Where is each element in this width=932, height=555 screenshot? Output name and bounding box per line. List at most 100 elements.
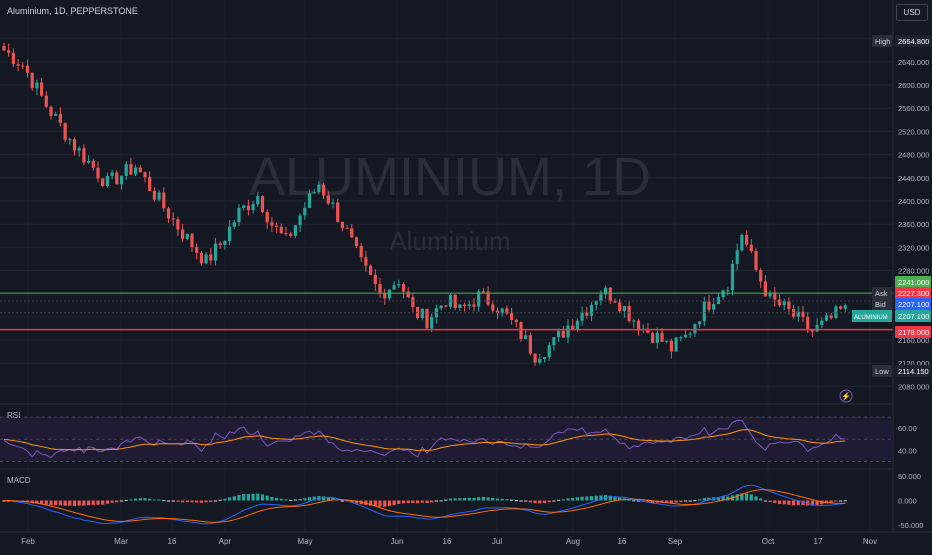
macd-histogram-bar bbox=[307, 497, 312, 501]
macd-histogram-bar bbox=[726, 496, 730, 501]
macd-histogram-bar bbox=[143, 498, 147, 501]
candle-body bbox=[660, 332, 664, 342]
price-tag-value: 2664.800 bbox=[898, 37, 929, 46]
macd-histogram-bar bbox=[105, 500, 109, 504]
macd-histogram-bar bbox=[373, 500, 377, 507]
macd-histogram-bar bbox=[745, 493, 749, 501]
candle-body bbox=[843, 305, 847, 309]
macd-histogram-bar bbox=[589, 496, 594, 501]
candle-body bbox=[773, 292, 777, 300]
candle-body bbox=[317, 184, 321, 193]
x-tick-label: 16 bbox=[443, 537, 452, 546]
candle-body bbox=[683, 334, 688, 338]
macd-histogram-bar bbox=[505, 499, 509, 501]
macd-histogram-bar bbox=[585, 496, 589, 501]
currency-selector[interactable]: USD bbox=[896, 4, 928, 21]
candle-body bbox=[30, 72, 34, 89]
macd-histogram-bar bbox=[777, 500, 782, 505]
macd-histogram-bar bbox=[303, 498, 307, 501]
candle-body bbox=[745, 234, 749, 245]
macd-histogram-bar bbox=[571, 497, 575, 501]
candle-body bbox=[260, 196, 265, 212]
candle-body bbox=[303, 207, 307, 216]
candle-body bbox=[707, 301, 711, 310]
x-tick-label: 16 bbox=[168, 537, 177, 546]
symbol-tag-bg bbox=[852, 310, 892, 322]
macd-histogram-bar bbox=[401, 500, 406, 504]
candle-body bbox=[453, 294, 457, 308]
candle-body bbox=[373, 274, 377, 285]
macd-histogram-bar bbox=[63, 500, 67, 506]
macd-histogram-bar bbox=[632, 500, 636, 502]
macd-histogram-bar bbox=[552, 500, 556, 502]
x-tick-label: Jul bbox=[492, 537, 502, 546]
macd-histogram-bar bbox=[350, 500, 354, 503]
candle-body bbox=[275, 225, 279, 227]
candle-body bbox=[331, 202, 335, 204]
candle-body bbox=[129, 164, 133, 175]
candle-body bbox=[204, 254, 208, 264]
macd-histogram-bar bbox=[406, 500, 410, 504]
macd-histogram-bar bbox=[674, 500, 678, 503]
y-tick-label: 2600.000 bbox=[898, 81, 929, 90]
macd-histogram-bar bbox=[683, 500, 688, 502]
candle-body bbox=[655, 332, 659, 343]
candle-body bbox=[730, 263, 735, 291]
x-tick-label: 16 bbox=[618, 537, 627, 546]
candle-body bbox=[326, 195, 330, 204]
candle-body bbox=[477, 291, 481, 307]
lightning-icon-glyph: ⚡ bbox=[841, 391, 851, 401]
candle-body bbox=[35, 82, 39, 89]
macd-histogram-bar bbox=[242, 494, 246, 501]
candle-body bbox=[589, 304, 594, 316]
x-tick-label: Sep bbox=[668, 537, 683, 546]
price-tag-name-bg bbox=[872, 365, 892, 377]
candle-body bbox=[651, 332, 655, 343]
macd-histogram-bar bbox=[293, 499, 297, 501]
price-tag-name-bg bbox=[872, 287, 892, 299]
macd-histogram-bar bbox=[796, 500, 800, 506]
candle-body bbox=[359, 245, 363, 258]
x-tick-label: May bbox=[297, 537, 312, 546]
candle-body bbox=[293, 225, 297, 236]
candle-body bbox=[406, 291, 410, 298]
macd-histogram-bar bbox=[467, 497, 471, 501]
candle-body bbox=[787, 301, 791, 309]
candle-body bbox=[782, 301, 786, 306]
macd-histogram-bar bbox=[566, 498, 570, 501]
macd-histogram-bar bbox=[740, 493, 744, 501]
candle-body bbox=[401, 284, 406, 292]
candle-body bbox=[124, 164, 128, 176]
macd-histogram-bar bbox=[218, 499, 222, 501]
price-tag-value: 2114.150 bbox=[898, 367, 929, 376]
macd-line bbox=[3, 484, 846, 525]
candle-body bbox=[505, 308, 509, 314]
candle-body bbox=[430, 317, 434, 329]
candle-body bbox=[801, 311, 805, 317]
macd-histogram-bar bbox=[228, 497, 232, 501]
macd-histogram-bar bbox=[646, 500, 650, 503]
macd-histogram-bar bbox=[383, 500, 387, 507]
candle-body bbox=[763, 281, 767, 297]
macd-histogram-bar bbox=[702, 498, 706, 501]
candle-body bbox=[533, 353, 537, 363]
candle-body bbox=[350, 228, 354, 238]
macd-histogram-bar bbox=[843, 500, 847, 502]
macd-histogram-bar bbox=[688, 500, 692, 502]
price-tag-value: 2207.100 bbox=[898, 312, 929, 321]
macd-histogram-bar bbox=[773, 500, 777, 504]
macd-histogram-bar bbox=[289, 499, 293, 501]
candle-body bbox=[467, 304, 471, 306]
candle-body bbox=[49, 106, 53, 116]
macd-pane-label: MACD bbox=[7, 476, 31, 485]
candle-body bbox=[716, 297, 720, 305]
candle-body bbox=[420, 308, 424, 319]
macd-histogram-bar bbox=[839, 500, 843, 502]
candle-body bbox=[702, 301, 706, 322]
macd-histogram-bar bbox=[72, 500, 77, 506]
candle-body bbox=[82, 148, 86, 163]
macd-histogram-bar bbox=[707, 497, 711, 501]
candle-body bbox=[134, 167, 138, 175]
